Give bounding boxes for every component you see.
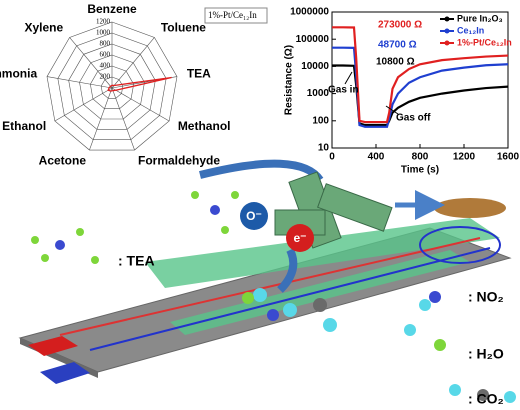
legend-h2o: : H₂O [468,346,504,362]
category-label: Xylene [24,20,63,34]
legend-label: 1%-Pt/Ce₁₂In [208,10,257,20]
spoke [111,87,170,122]
x-tick-label: 0 [329,152,335,163]
legend-co2: : CO₂ [468,391,504,407]
annotation: Gas in [328,85,359,96]
annotation: 48700 Ω [378,40,417,51]
grid-ring [90,65,134,109]
category-label: Toluene [161,20,206,34]
r-tick-label: 800 [100,40,111,48]
grid-ring [68,43,156,130]
radar-series [107,76,172,92]
r-tick-label: 200 [100,73,111,81]
legend-marker [444,40,450,46]
r-tick-label: 1000 [96,29,111,37]
category-label: TEA [187,67,211,81]
category-label: Acetone [39,153,87,167]
r-tick-label: 1200 [96,18,111,26]
x-axis-label: Time (s) [401,165,439,176]
y-tick-label: 10 [318,143,330,154]
spoke [89,87,113,151]
spoke [46,76,113,89]
series-line [332,46,509,128]
y-tick-label: 10000 [301,61,329,72]
gas-in-arrow [344,71,353,85]
sensor-illustration [18,159,516,403]
category-label: Ethanol [2,119,46,133]
y-tick-label: 100000 [296,34,330,45]
grid-ring [100,76,124,99]
spoke [69,37,113,89]
spoke [111,87,135,151]
x-tick-label: 1200 [453,152,476,163]
legend-marker [444,28,450,34]
legend-label: 1%-Pt/Ce₁₂In [457,37,512,47]
spoke [111,37,155,89]
legend-tea: : TEA [118,253,155,269]
grid-ring [57,32,167,140]
r-tick-label: 400 [100,62,111,70]
r-tick-label: 600 [100,51,111,59]
annotation: 10800 Ω [376,57,415,68]
category-label: Methanol [178,119,231,133]
legend-box [204,7,268,24]
spoke [54,87,113,122]
grid-ring [46,21,178,151]
y-tick-label: 1000 [307,88,330,99]
legend-label: Ce₁₂In [457,25,484,35]
grid-ring [79,54,145,120]
gas-off-arrow [385,105,399,115]
electron: e⁻ [293,231,306,245]
legend-marker [444,16,450,22]
series-line [332,26,509,124]
category-label: Ammonia [0,67,37,81]
category-label: Benzene [87,2,137,16]
y-axis-label: Resistance (Ω) [284,45,295,115]
legend-no2: : NO₂ [468,289,504,305]
y-tick-label: 1000000 [290,7,329,18]
y-tick-label: 100 [312,115,329,126]
oxygen-ion: O⁻ [246,209,262,223]
annotation: 273000 Ω [378,20,422,31]
x-tick-label: 1600 [497,152,520,163]
category-label: Formaldehyde [138,153,220,167]
x-tick-label: 400 [368,152,385,163]
annotation: Gas off [396,113,431,124]
legend-label: Pure In₂O₃ [457,13,503,23]
x-tick-label: 800 [412,152,429,163]
